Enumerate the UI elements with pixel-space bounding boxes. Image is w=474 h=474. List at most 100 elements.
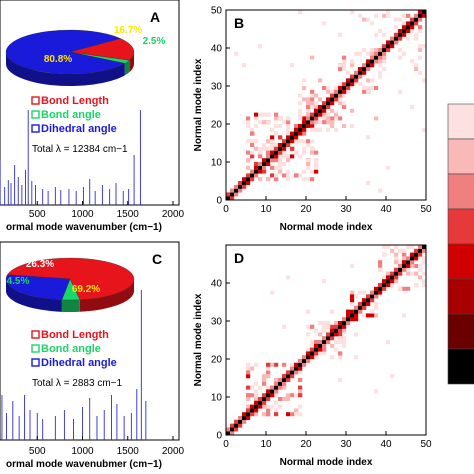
heatmap-cell <box>314 101 319 106</box>
heatmap-cell <box>422 283 427 287</box>
heatmap-cell <box>418 29 423 33</box>
heatmap-cell <box>286 370 291 375</box>
heatmap-cell <box>282 362 287 367</box>
heatmap-cell <box>270 393 275 398</box>
heatmap-cell <box>250 143 255 147</box>
heatmap-cell <box>338 67 343 71</box>
heatmap-cell <box>366 51 371 56</box>
legend-c: Bond Length Bond angle Dihedral angle <box>31 329 117 369</box>
heatmap-cell <box>298 112 303 117</box>
heatmap-cell <box>406 21 411 26</box>
heatmap-cell <box>378 290 383 295</box>
heatmap-cell <box>266 404 271 409</box>
heatmap-cell <box>310 347 315 352</box>
heatmap-cell <box>350 59 355 64</box>
x-tick-label: 20 <box>300 439 312 450</box>
heatmap-cell <box>270 135 275 140</box>
legend-swatch-bond-angle <box>31 344 40 353</box>
heatmap-cell <box>338 93 343 98</box>
heatmap-cell <box>306 105 311 109</box>
heatmap-cell <box>286 275 291 280</box>
heatmap-cell <box>294 139 299 144</box>
heatmap-cell <box>334 112 339 117</box>
legend-item-bond-angle: Bond angle <box>41 109 101 121</box>
heatmap-cell <box>330 355 335 360</box>
heatmap-cell <box>398 248 403 253</box>
heatmap-cell <box>286 158 291 163</box>
heatmap-cell <box>406 25 411 30</box>
heatmap-cell <box>330 89 335 94</box>
heatmap-cell <box>314 112 319 117</box>
heatmap-cell <box>306 165 311 170</box>
heatmap-cell <box>386 340 391 344</box>
heatmap-cell <box>334 89 339 94</box>
heatmap-cell <box>414 17 419 22</box>
heatmap-cell <box>254 139 259 144</box>
heatmap-cell <box>374 59 379 64</box>
heatmap-cell <box>342 343 347 348</box>
x-tick-label: 30 <box>340 204 352 215</box>
heatmap-cell <box>226 196 231 201</box>
heatmap-cell <box>338 340 343 344</box>
heatmap-cell <box>326 120 331 125</box>
heatmap-cell <box>310 150 315 155</box>
heatmap-cell <box>230 427 235 432</box>
heatmap-cell <box>374 48 379 52</box>
heatmap-cell <box>378 74 383 79</box>
heatmap-cell <box>366 86 371 90</box>
heatmap-cell <box>314 169 319 174</box>
heatmap-cell <box>258 112 263 117</box>
heatmap-cell <box>394 40 399 45</box>
colorbar-step <box>447 278 474 315</box>
heatmap-cell <box>314 120 319 125</box>
heatmap-cell <box>390 271 395 276</box>
heatmap-cell <box>390 40 395 45</box>
heatmap-cell <box>366 63 371 68</box>
pie-label-dihedral-angle: 26.3% <box>26 259 54 270</box>
heatmap-cell <box>362 302 367 306</box>
heatmap-cell <box>242 416 247 420</box>
heatmap-cell <box>270 127 275 132</box>
heatmap-cell <box>410 59 415 64</box>
heatmap-cell <box>230 196 235 201</box>
heatmap-cell <box>386 271 391 276</box>
heatmap-cell <box>394 17 399 22</box>
heatmap-cell <box>366 294 371 299</box>
heatmap-cell <box>338 97 343 102</box>
heatmap-cell <box>414 252 419 257</box>
heatmap-cell <box>286 143 291 147</box>
heatmap-cell <box>378 55 383 60</box>
heatmap-cell <box>410 260 415 265</box>
heatmap-cell <box>274 150 279 155</box>
heatmap-cell <box>374 13 379 18</box>
heatmap-cell <box>298 362 303 367</box>
heatmap-cell <box>410 245 415 249</box>
heatmap-cell <box>278 381 283 386</box>
heatmap-cell <box>310 116 315 121</box>
legend-swatch-bond-length <box>31 330 40 339</box>
heatmap-cell <box>262 162 267 166</box>
heatmap-cell <box>326 105 331 109</box>
pie-side-0 <box>79 279 134 312</box>
heatmap-cell <box>246 370 251 375</box>
heatmap-cell <box>246 120 251 125</box>
y-tick-label: 10 <box>211 393 223 404</box>
heatmap-cell <box>378 51 383 56</box>
heatmap-cell <box>338 378 343 382</box>
heatmap-cell <box>318 347 323 352</box>
heatmap-cell <box>378 267 383 272</box>
heatmap-cell <box>342 321 347 325</box>
heatmap-cell <box>242 177 247 182</box>
heatmap-cell <box>278 165 283 170</box>
heatmap-cell <box>338 116 343 121</box>
spectrum-a-ticks: 500 1000 1500 2000 <box>29 201 185 220</box>
heatmap-cell <box>246 181 251 185</box>
heatmap-cell <box>394 271 399 276</box>
heatmap-cell <box>306 143 311 147</box>
heatmap-cell <box>306 112 311 117</box>
heatmap-cell <box>382 44 387 49</box>
heatmap-cell <box>342 101 347 106</box>
heatmap-cell <box>298 366 303 371</box>
heatmap-cell <box>290 362 295 367</box>
